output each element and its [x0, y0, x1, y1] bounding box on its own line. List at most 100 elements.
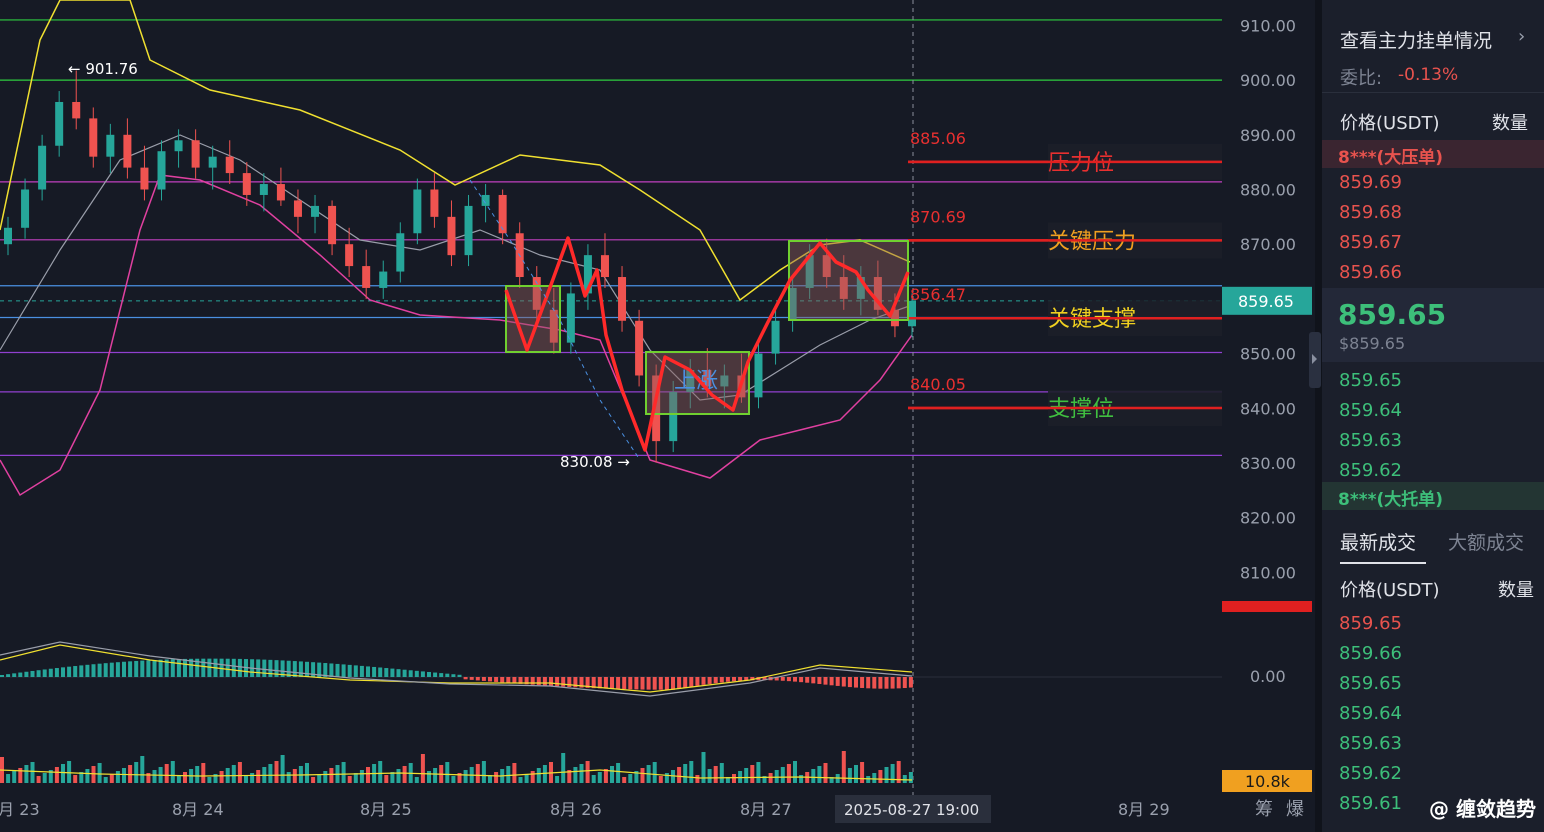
volume-bar: [652, 762, 657, 783]
tab-large-trades[interactable]: 大额成交: [1448, 532, 1525, 554]
macd-histogram-bar: [183, 658, 187, 677]
macd-histogram-bar: [591, 677, 596, 689]
macd-histogram-bar: [170, 659, 175, 677]
volume-bar: [244, 776, 248, 783]
macd-histogram-bar: [24, 671, 29, 677]
bid-price: 859.63: [1339, 430, 1402, 451]
macd-histogram-bar: [878, 677, 883, 689]
macd-histogram-bar: [866, 677, 871, 689]
macd-histogram-bar: [890, 677, 895, 689]
macd-histogram-bar: [61, 667, 65, 677]
volume-bar: [103, 777, 108, 783]
volume-bar: [860, 762, 865, 783]
main-orders-link[interactable]: 查看主力挂单情况 ›: [1322, 22, 1544, 52]
macd-histogram-bar: [805, 677, 810, 683]
volume-bar: [573, 767, 578, 783]
macd-histogram-bar: [506, 677, 511, 683]
big-ask-row[interactable]: 8***(大压单): [1322, 140, 1544, 168]
volume-bar: [622, 777, 627, 783]
macd-histogram-bar: [329, 663, 334, 677]
trade-row[interactable]: 859.64: [1322, 699, 1544, 729]
big-bid-row[interactable]: 8***(大托单): [1322, 482, 1544, 510]
macd-histogram-bar: [817, 677, 822, 684]
candle-body: [703, 370, 712, 387]
volume-bar: [164, 764, 169, 783]
macd-histogram-bar: [256, 659, 261, 677]
trade-row[interactable]: 859.65: [1322, 609, 1544, 639]
macd-histogram-bar: [286, 660, 291, 677]
collapse-panel-button[interactable]: [1309, 332, 1321, 388]
candle-body: [549, 309, 558, 343]
level-name-label: 压力位: [1048, 151, 1114, 176]
trade-row[interactable]: 859.66: [1322, 639, 1544, 669]
candle-body: [311, 205, 320, 217]
volume-bar: [97, 763, 102, 783]
volume-bar: [457, 773, 462, 783]
liquidation-toggle-label: 爆: [1286, 799, 1304, 820]
trade-row[interactable]: 859.63: [1322, 729, 1544, 759]
macd-histogram-bar: [854, 677, 858, 688]
bid-row[interactable]: 859.65: [1322, 366, 1544, 396]
ask-row[interactable]: 859.66: [1322, 258, 1544, 288]
tab-latest-trades[interactable]: 最新成交: [1340, 532, 1417, 554]
divider: [1322, 92, 1544, 93]
trade-row[interactable]: 859.61: [1322, 789, 1544, 819]
bid-row[interactable]: 859.62: [1322, 456, 1544, 486]
order-book-panel: 查看主力挂单情况 › 委比: -0.13% 价格(USDT) 数量 8***(大…: [1322, 0, 1544, 832]
level-value-label: 885.06: [910, 129, 966, 148]
candle-body: [447, 216, 456, 256]
candle-body: [4, 227, 12, 245]
volume-bar: [854, 765, 858, 783]
volume-tag: 10.8k: [1245, 772, 1291, 791]
volume-bar: [286, 772, 291, 783]
candle-body: [89, 118, 98, 157]
volume-bar: [488, 775, 492, 783]
last-price-block: 859.65 $859.65: [1322, 288, 1544, 362]
macd-histogram-bar: [744, 677, 749, 681]
chart-area[interactable]: 885.06 压力位 870.69 关键压力 856.47 关键支撑 840.05 支撑位 上涨…: [0, 0, 1315, 832]
bollinger-middle-band: [0, 134, 913, 401]
y-axis-tick: 820.00: [1240, 509, 1296, 528]
candlestick-chart[interactable]: 885.06 压力位 870.69 关键压力 856.47 关键支撑 840.05 支撑位 上涨…: [0, 0, 1315, 832]
macd-histogram-bar: [451, 674, 456, 677]
volume-bar: [463, 770, 468, 783]
last-price-usd: $859.65: [1339, 334, 1406, 353]
volume-bar: [207, 777, 212, 783]
macd-histogram-bar: [359, 665, 364, 677]
macd-histogram-bar: [689, 677, 694, 687]
macd-histogram-bar: [841, 677, 846, 687]
box-label: 上涨: [674, 369, 718, 394]
ask-row[interactable]: 859.69: [1322, 168, 1544, 198]
volume-bar: [73, 775, 78, 783]
macd-histogram-bar: [372, 666, 377, 677]
volume-bar: [817, 766, 822, 783]
macd-histogram-bar: [341, 664, 346, 677]
volume-bar: [311, 777, 316, 783]
volume-bar: [347, 776, 352, 783]
volume-bar: [841, 751, 846, 783]
x-axis-tick: 8月 27: [740, 800, 792, 819]
trade-row[interactable]: 859.65: [1322, 669, 1544, 699]
volume-bar: [518, 777, 523, 783]
macd-histogram-bar: [146, 660, 151, 677]
candle-body: [379, 271, 388, 288]
candle-body: [140, 167, 149, 190]
trade-row[interactable]: 859.62: [1322, 759, 1544, 789]
bid-row[interactable]: 859.64: [1322, 396, 1544, 426]
macd-histogram-bar: [67, 666, 72, 677]
bid-row[interactable]: 859.63: [1322, 426, 1544, 456]
ask-row[interactable]: 859.68: [1322, 198, 1544, 228]
macd-histogram-bar: [652, 677, 657, 690]
macd-line: [0, 641, 913, 697]
ask-price: 859.68: [1339, 202, 1402, 223]
macd-histogram-bar: [683, 677, 688, 688]
macd-histogram-bar: [518, 677, 523, 684]
ask-row[interactable]: 859.67: [1322, 228, 1544, 258]
y-axis-tick: 900.00: [1240, 71, 1296, 90]
macd-histogram-bar: [91, 664, 96, 677]
volume-bar: [61, 764, 65, 783]
volume-bar: [481, 761, 486, 783]
macd-histogram-bar: [457, 674, 462, 677]
volume-bar: [689, 761, 694, 783]
last-price: 859.65: [1338, 298, 1447, 331]
